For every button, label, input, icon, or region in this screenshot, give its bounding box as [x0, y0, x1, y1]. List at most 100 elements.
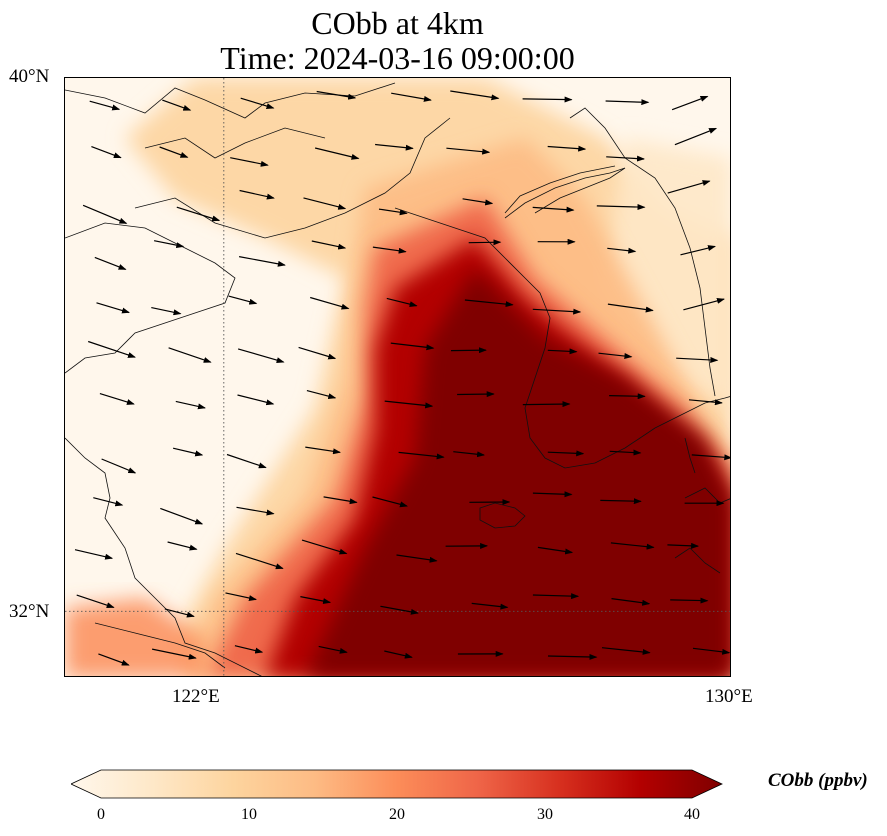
- wind-vector-arrow: [453, 451, 485, 458]
- wind-vector-arrow: [607, 247, 637, 254]
- wind-vector-arrow: [532, 308, 582, 315]
- wind-vector-arrow: [596, 204, 646, 211]
- wind-vector-arrow: [239, 189, 275, 200]
- coastline-segment-6: [394, 207, 730, 469]
- cobb-field: [65, 78, 730, 676]
- wind-vector-arrow: [236, 506, 275, 516]
- wind-vector-arrow: [464, 299, 514, 308]
- coastline-segment-8: [504, 165, 616, 214]
- wind-vector-arrow: [226, 453, 267, 469]
- wind-vector-arrow: [384, 650, 413, 659]
- coastline-segment-12: [674, 547, 721, 574]
- lat-label-32n: 32°N: [9, 601, 50, 622]
- colorbar-bar: [71, 769, 723, 799]
- wind-vector-arrow: [667, 542, 700, 549]
- coastline-segment-13: [684, 437, 696, 474]
- wind-vector-arrow: [610, 542, 655, 550]
- coastline-segment-0: [65, 82, 396, 119]
- wind-vector-arrow: [450, 90, 500, 101]
- colorbar-label: CObb (ppbv): [768, 770, 868, 791]
- wind-vector-arrow: [94, 256, 127, 270]
- wind-vector-arrow: [153, 240, 185, 249]
- wind-vector-arrow: [384, 400, 434, 409]
- colorbar: [71, 769, 723, 799]
- wind-vector-arrow: [598, 352, 633, 360]
- colorbar-tick-10: 10: [241, 806, 257, 823]
- wind-vector-arrow: [537, 546, 574, 555]
- wind-vector-arrow: [670, 597, 709, 604]
- wind-vector-arrow: [380, 605, 419, 615]
- wind-vector-arrow: [176, 206, 221, 222]
- wind-vector-arrow: [160, 507, 204, 525]
- wind-vector-arrow: [391, 92, 432, 102]
- wind-vector-arrow: [532, 593, 580, 600]
- wind-vector-arrow: [305, 446, 341, 455]
- wind-vector-arrow: [446, 147, 491, 155]
- wind-vector-arrow: [172, 447, 204, 457]
- wind-vector-arrow: [372, 246, 407, 254]
- wind-vector-arrow: [605, 99, 650, 106]
- wind-vector-arrow: [298, 346, 337, 360]
- wind-vector-arrow: [230, 157, 269, 167]
- wind-vector-arrow: [74, 549, 114, 560]
- coastline-segment-11: [684, 487, 730, 504]
- wind-vector-arrow: [372, 496, 408, 508]
- coastline-segment-3: [65, 222, 236, 374]
- wind-vector-arrow: [457, 391, 495, 398]
- coastline: [65, 82, 730, 676]
- wind-vector-arrow: [692, 647, 730, 655]
- wind-vector-arrow: [607, 303, 654, 313]
- colorbar-tick-40: 40: [684, 806, 700, 823]
- wind-vector-arrow: [237, 348, 285, 364]
- wind-vector-arrow: [468, 239, 502, 246]
- wind-vector-arrow: [88, 340, 136, 358]
- wind-vector-arrow: [314, 147, 360, 160]
- wind-vector-arrow: [378, 208, 408, 216]
- wind-vector-arrow: [235, 552, 284, 570]
- wind-vector-arrow: [238, 256, 286, 267]
- wind-vector-arrow: [683, 297, 725, 311]
- coastline-segment-7: [504, 167, 626, 219]
- wind-vector-arrow: [450, 347, 487, 354]
- wind-vector-arrow: [547, 653, 598, 660]
- wind-vector-arrow: [671, 95, 709, 111]
- wind-vector-arrow: [159, 146, 189, 158]
- wind-vector-arrow: [164, 608, 195, 618]
- wind-vector-arrow: [168, 347, 212, 363]
- map-subtitle-time: Time: 2024-03-16 09:00:00: [220, 40, 575, 76]
- field-band-1: [605, 138, 730, 408]
- wind-vector-arrow: [688, 399, 723, 406]
- wind-vector-arrow: [237, 394, 275, 406]
- wind-vector-arrow: [91, 146, 122, 159]
- coastline-segment-4: [65, 437, 262, 676]
- wind-vector-arrow: [234, 645, 264, 654]
- wind-vector-arrow: [240, 97, 275, 109]
- wind-vector-arrow: [89, 100, 121, 111]
- wind-vector-arrow: [606, 155, 645, 162]
- wind-vector-arrow: [101, 458, 137, 474]
- coastline-segment-5: [94, 622, 226, 669]
- field-band-5: [305, 268, 730, 676]
- coastline-segment-1: [144, 127, 326, 159]
- wind-vector-arrow: [601, 647, 651, 655]
- wind-vector-arrow: [175, 400, 206, 410]
- map-title: CObb at 4km: [311, 5, 484, 41]
- wind-vector-arrow: [228, 295, 258, 305]
- wind-vector-arrow: [162, 99, 192, 111]
- wind-vector-arrow: [301, 539, 348, 555]
- map-panel: [64, 77, 731, 677]
- wind-vector-arrow: [323, 496, 358, 505]
- wind-vector-arrow: [462, 198, 494, 206]
- wind-vector-arrow: [310, 296, 350, 310]
- wind-vector-arrow: [318, 645, 348, 654]
- wind-vector-arrow: [676, 356, 719, 363]
- wind-vector-arrow: [93, 497, 124, 507]
- colorbar-tick-0: 0: [97, 806, 105, 823]
- wind-vector-arrow: [303, 197, 347, 210]
- wind-vector-arrow: [151, 307, 182, 316]
- wind-vector-arrow: [306, 390, 337, 400]
- wind-vector-arrow: [691, 454, 730, 461]
- wind-vector-arrow: [375, 143, 414, 151]
- wind-vector-arrow: [609, 393, 646, 400]
- wind-vector-arrow: [611, 598, 651, 606]
